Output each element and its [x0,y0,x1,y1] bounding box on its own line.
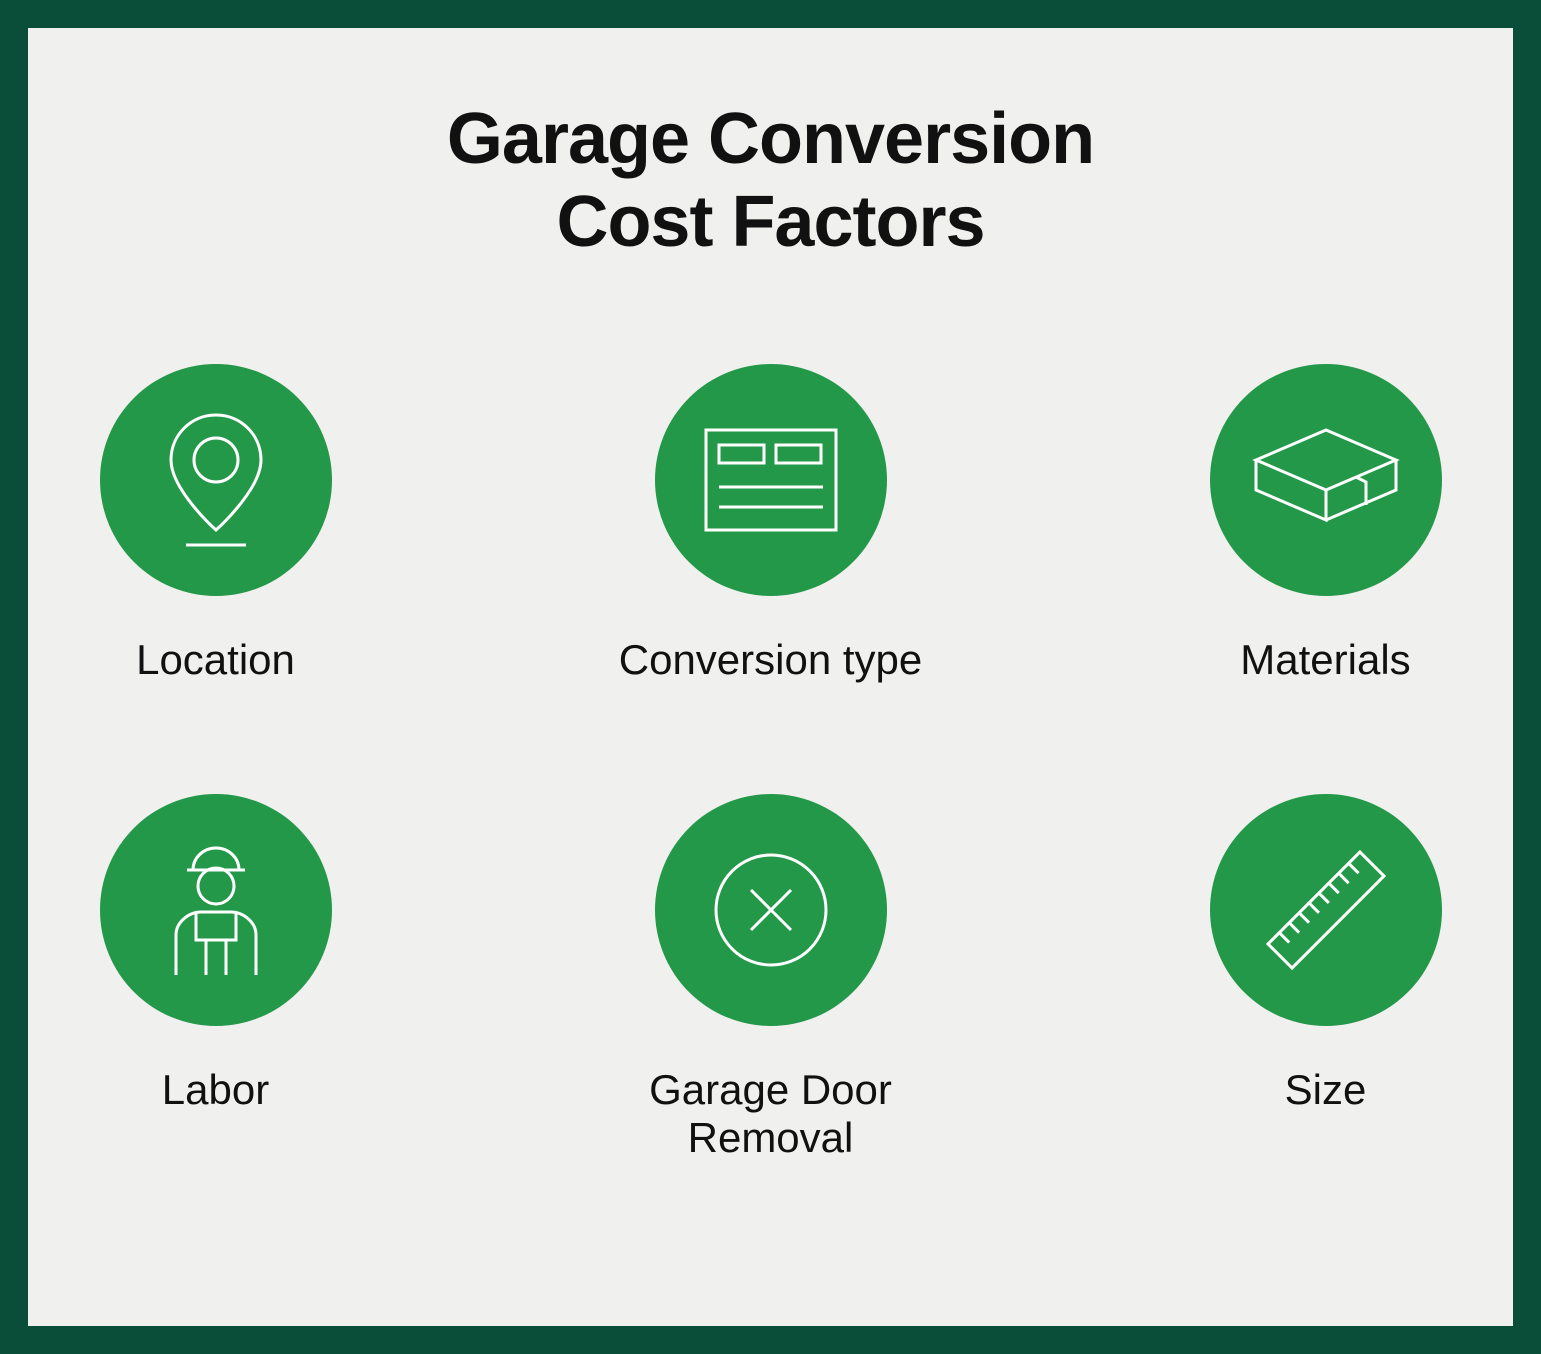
factor-size: Size [1210,794,1442,1162]
factor-location: Location [100,364,332,684]
material-slab-icon [1210,364,1442,596]
location-pin-icon [100,364,332,596]
inner-panel: Garage Conversion Cost Factors Location [28,28,1513,1326]
factors-grid: Location Conversion type [28,364,1513,1162]
ruler-icon [1210,794,1442,1026]
page-title: Garage Conversion Cost Factors [447,98,1094,264]
outer-frame: Garage Conversion Cost Factors Location [0,0,1541,1354]
factor-labor: Labor [100,794,332,1162]
factor-label: Labor [162,1066,269,1114]
circle-x-icon [655,794,887,1026]
factor-label: Materials [1240,636,1410,684]
factor-materials: Materials [1210,364,1442,684]
factor-conversion-type: Conversion type [619,364,923,684]
worker-icon [100,794,332,1026]
factor-label: Garage Door Removal [583,1066,958,1162]
factor-label: Location [136,636,295,684]
title-line-2: Cost Factors [556,182,984,262]
factor-label: Conversion type [619,636,923,684]
factor-label: Size [1285,1066,1367,1114]
title-line-1: Garage Conversion [447,99,1094,179]
factor-garage-door-removal: Garage Door Removal [583,794,958,1162]
form-card-icon [655,364,887,596]
